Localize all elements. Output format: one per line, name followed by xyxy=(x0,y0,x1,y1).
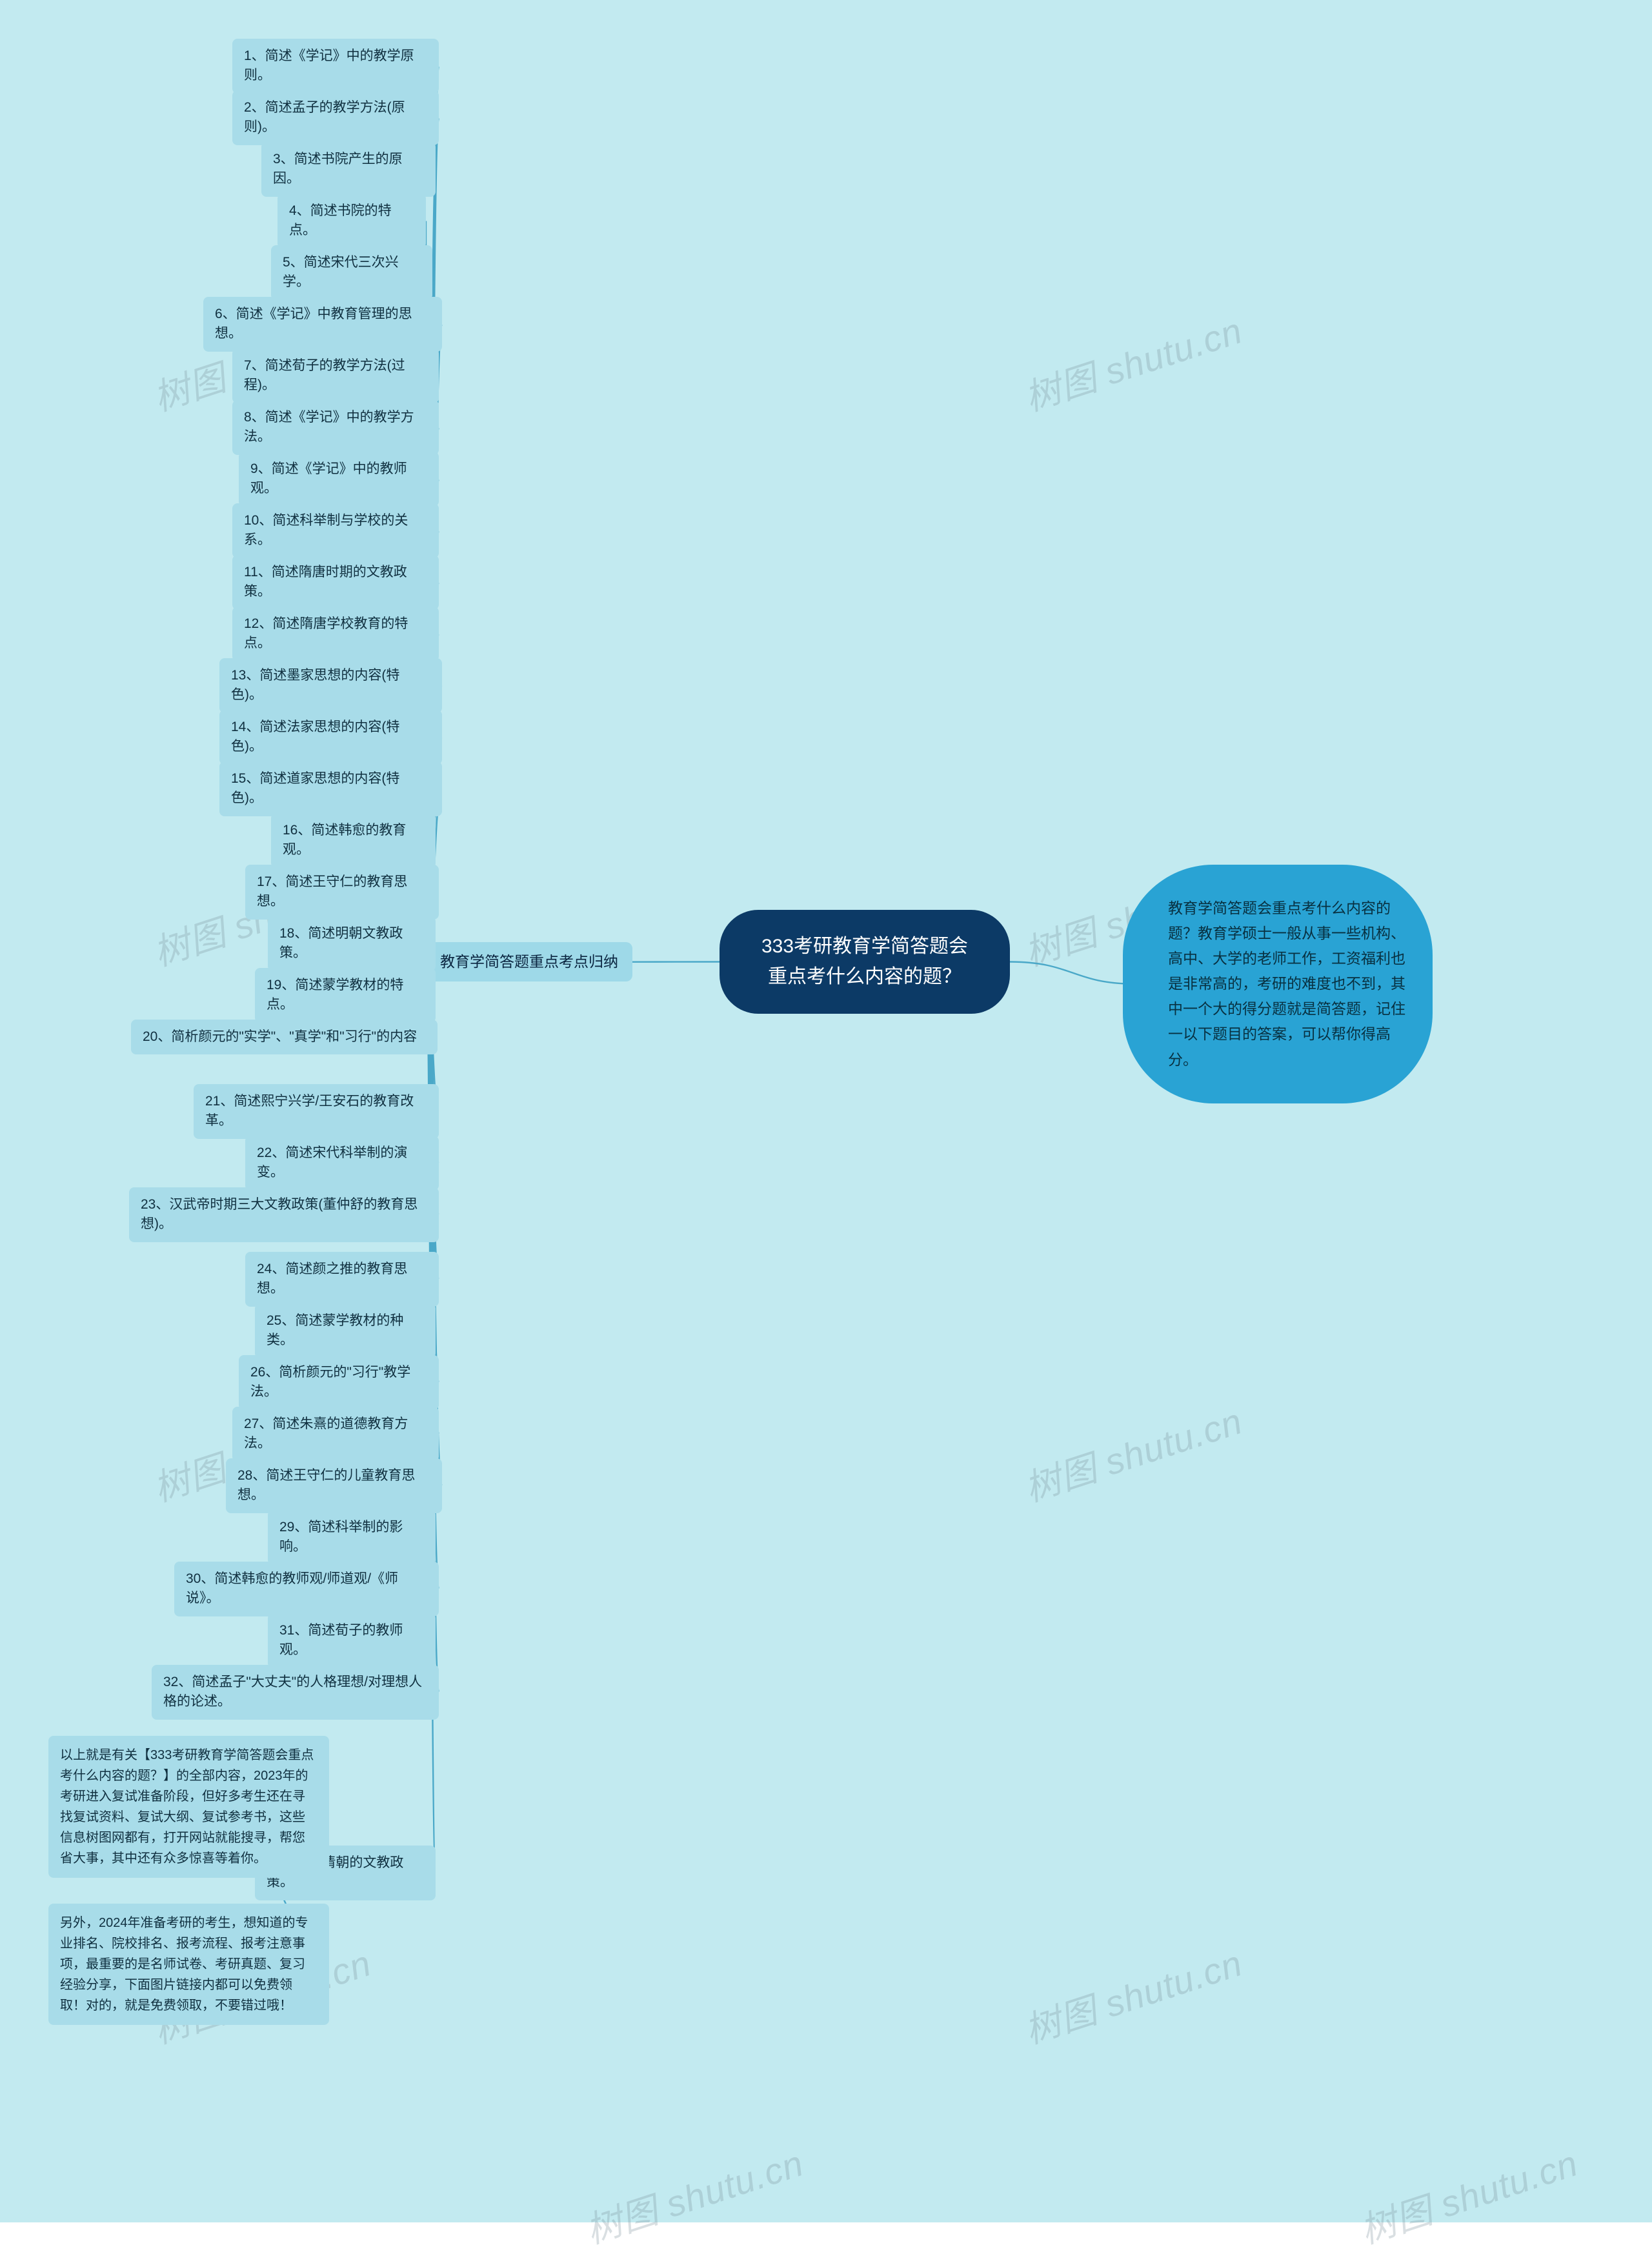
leaf-node[interactable]: 16、简述韩愈的教育观。 xyxy=(271,813,436,868)
leaf-node[interactable]: 8、简述《学记》中的教学方法。 xyxy=(232,400,439,455)
hub-node[interactable]: 教育学简答题重点考点归纳 xyxy=(426,942,632,981)
watermark: 树图 shutu.cn xyxy=(1017,1393,1248,1512)
leaf-node[interactable]: 27、简述朱熹的道德教育方法。 xyxy=(232,1407,439,1462)
leaf-node[interactable]: 1、简述《学记》中的教学原则。 xyxy=(232,39,439,94)
watermark: 树图 shutu.cn xyxy=(1353,2135,1584,2254)
leaf-node[interactable]: 23、汉武帝时期三大文教政策(董仲舒的教育思想)。 xyxy=(129,1187,439,1242)
watermark: 树图 shutu.cn xyxy=(1017,1935,1248,2054)
watermark: 树图 shutu.cn xyxy=(578,2135,809,2254)
leaf-node[interactable]: 24、简述颜之推的教育思想。 xyxy=(245,1252,439,1307)
description-node: 教育学简答题会重点考什么内容的题？教育学硕士一般从事一些机构、高中、大学的老师工… xyxy=(1123,865,1433,1103)
root-node[interactable]: 333考研教育学简答题会重点考什么内容的题？ xyxy=(720,910,1010,1014)
leaf-node[interactable]: 4、简述书院的特点。 xyxy=(277,194,426,248)
leaf-node[interactable]: 2、简述孟子的教学方法(原则)。 xyxy=(232,90,439,145)
leaf-node[interactable]: 9、简述《学记》中的教师观。 xyxy=(239,452,439,507)
leaf-node[interactable]: 3、简述书院产生的原因。 xyxy=(261,142,436,197)
paragraph-node: 另外，2024年准备考研的考生，想知道的专业排名、院校排名、报考流程、报考注意事… xyxy=(48,1904,329,2025)
leaf-node[interactable]: 32、简述孟子"大丈夫"的人格理想/对理想人格的论述。 xyxy=(152,1665,439,1720)
leaf-node[interactable]: 10、简述科举制与学校的关系。 xyxy=(232,503,439,558)
leaf-node[interactable]: 12、简述隋唐学校教育的特点。 xyxy=(232,607,439,661)
leaf-node[interactable]: 28、简述王守仁的儿童教育思想。 xyxy=(226,1458,442,1513)
leaf-node[interactable]: 15、简述道家思想的内容(特色)。 xyxy=(219,761,442,816)
leaf-node[interactable]: 17、简述王守仁的教育思想。 xyxy=(245,865,439,920)
leaf-node[interactable]: 26、简析颜元的"习行"教学法。 xyxy=(239,1355,439,1410)
leaf-node[interactable]: 18、简述明朝文教政策。 xyxy=(268,916,436,971)
mindmap-canvas: 树图 shutu.cn树图 shutu.cn树图 shutu.cn树图 shut… xyxy=(0,0,1652,2222)
leaf-node[interactable]: 13、简述墨家思想的内容(特色)。 xyxy=(219,658,442,713)
leaf-node[interactable]: 20、简析颜元的"实学"、"真学"和"习行"的内容 xyxy=(131,1020,438,1054)
leaf-node[interactable]: 21、简述熙宁兴学/王安石的教育改革。 xyxy=(194,1084,439,1139)
leaf-node[interactable]: 5、简述宋代三次兴学。 xyxy=(271,245,432,300)
leaf-node[interactable]: 22、简述宋代科举制的演变。 xyxy=(245,1136,439,1191)
watermark: 树图 shutu.cn xyxy=(1017,302,1248,421)
leaf-node[interactable]: 29、简述科举制的影响。 xyxy=(268,1510,436,1565)
paragraph-node: 以上就是有关【333考研教育学简答题会重点考什么内容的题？】的全部内容，2023… xyxy=(48,1736,329,1878)
leaf-node[interactable]: 30、简述韩愈的教师观/师道观/《师说》。 xyxy=(174,1562,439,1616)
leaf-node[interactable]: 11、简述隋唐时期的文教政策。 xyxy=(232,555,439,610)
leaf-node[interactable]: 7、简述荀子的教学方法(过程)。 xyxy=(232,348,439,403)
leaf-node[interactable]: 6、简述《学记》中教育管理的思想。 xyxy=(203,297,442,352)
leaf-node[interactable]: 25、简述蒙学教材的种类。 xyxy=(255,1303,436,1358)
leaf-node[interactable]: 19、简述蒙学教材的特点。 xyxy=(255,968,436,1023)
leaf-node[interactable]: 31、简述荀子的教师观。 xyxy=(268,1613,436,1668)
leaf-node[interactable]: 14、简述法家思想的内容(特色)。 xyxy=(219,710,442,765)
